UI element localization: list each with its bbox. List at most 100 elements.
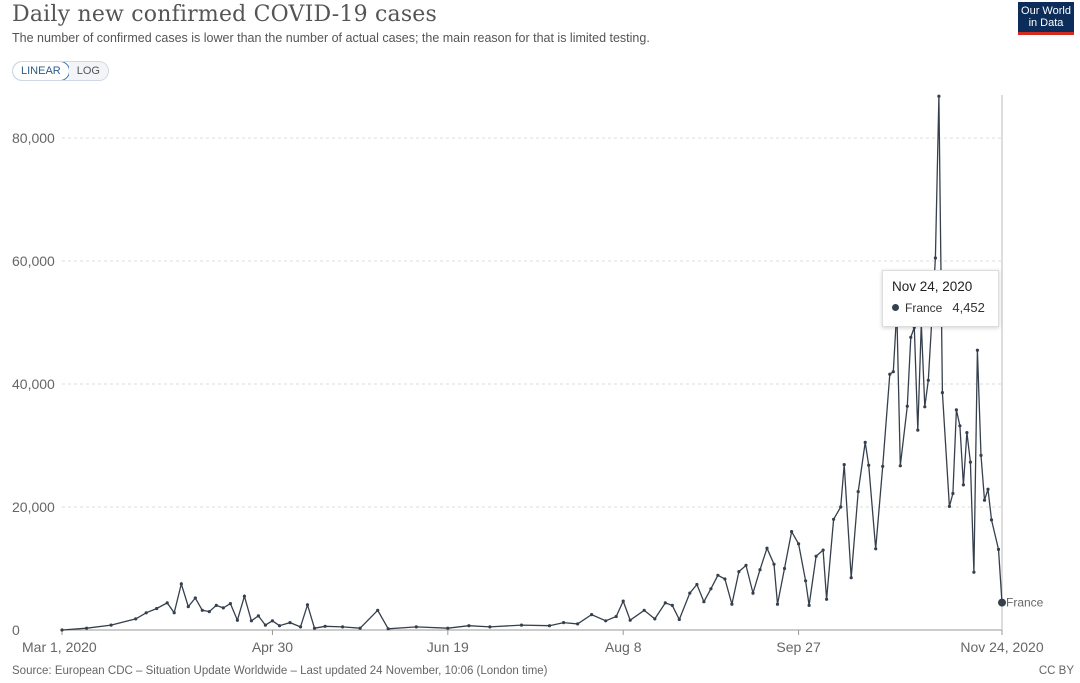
data-point[interactable] [386, 627, 390, 631]
data-point[interactable] [305, 603, 310, 607]
data-point[interactable] [604, 619, 608, 623]
data-point[interactable] [358, 626, 362, 630]
data-point[interactable] [797, 542, 801, 546]
data-point[interactable] [590, 613, 594, 617]
data-point[interactable] [968, 460, 973, 464]
data-point[interactable] [642, 608, 646, 612]
data-point[interactable] [923, 405, 927, 409]
data-point[interactable] [663, 601, 667, 605]
data-point[interactable] [242, 594, 246, 598]
data-point[interactable] [975, 348, 980, 352]
data-point[interactable] [782, 566, 787, 571]
data-point[interactable] [288, 621, 292, 625]
data-point[interactable] [909, 335, 913, 339]
data-point[interactable] [341, 625, 345, 629]
data-point[interactable] [898, 464, 902, 468]
data-point[interactable] [547, 624, 552, 628]
data-point[interactable] [186, 605, 190, 609]
data-point[interactable] [270, 619, 274, 623]
data-point[interactable] [874, 547, 878, 551]
data-point[interactable] [621, 599, 625, 603]
data-point[interactable] [702, 600, 706, 604]
data-point[interactable] [312, 626, 317, 630]
data-point[interactable] [737, 570, 741, 574]
data-point[interactable] [228, 602, 232, 606]
data-point[interactable] [937, 94, 941, 98]
data-point[interactable] [814, 554, 818, 558]
data-point[interactable] [263, 623, 267, 627]
data-point[interactable] [277, 624, 282, 628]
data-point[interactable] [954, 408, 959, 412]
license-link[interactable]: CC BY [1038, 665, 1074, 677]
data-point[interactable] [881, 464, 885, 468]
data-point[interactable] [446, 626, 450, 630]
data-point[interactable] [867, 463, 871, 467]
data-point[interactable] [249, 619, 253, 623]
data-point[interactable] [193, 596, 197, 600]
data-point[interactable] [989, 518, 994, 522]
data-point[interactable] [888, 372, 892, 376]
data-point[interactable] [155, 606, 159, 611]
data-point[interactable] [730, 602, 734, 606]
data-point[interactable] [821, 548, 825, 552]
data-point[interactable] [891, 370, 895, 374]
data-point[interactable] [134, 617, 138, 621]
data-point[interactable] [221, 606, 225, 610]
data-point[interactable] [832, 517, 836, 521]
data-point[interactable] [933, 256, 938, 260]
data-point[interactable] [951, 491, 955, 496]
data-point[interactable] [235, 618, 239, 622]
data-point[interactable] [677, 617, 681, 622]
data-point[interactable] [958, 424, 962, 428]
data-point[interactable] [716, 573, 720, 577]
data-point[interactable] [856, 490, 860, 494]
data-point[interactable] [947, 504, 952, 508]
data-point[interactable] [744, 563, 748, 568]
data-point[interactable] [807, 603, 811, 608]
series-line-france[interactable] [61, 96, 1003, 631]
data-point[interactable] [905, 404, 909, 408]
data-point[interactable] [60, 628, 64, 632]
data-point[interactable] [519, 623, 524, 627]
data-point[interactable] [758, 568, 762, 572]
data-point[interactable] [709, 587, 713, 591]
data-point[interactable] [972, 570, 976, 574]
data-point[interactable] [414, 625, 418, 629]
data-point[interactable] [723, 577, 727, 581]
data-point[interactable] [562, 621, 566, 625]
data-point[interactable] [839, 505, 843, 509]
log-scale-button[interactable]: LOG [68, 62, 108, 80]
data-point[interactable] [172, 611, 176, 615]
data-point[interactable] [298, 625, 303, 629]
data-point[interactable] [376, 608, 380, 612]
data-point[interactable] [695, 582, 699, 587]
data-point[interactable] [653, 617, 657, 621]
data-point[interactable] [765, 546, 769, 550]
data-point[interactable] [775, 602, 780, 606]
data-point[interactable] [979, 453, 983, 457]
data-point[interactable] [772, 562, 776, 566]
series-france[interactable]: France [60, 94, 1044, 632]
data-point[interactable] [323, 624, 327, 628]
data-point[interactable] [467, 624, 471, 628]
data-point[interactable] [842, 463, 846, 467]
data-point[interactable] [200, 608, 204, 612]
data-point[interactable] [751, 591, 755, 595]
data-point[interactable] [207, 610, 211, 614]
data-point[interactable] [986, 487, 990, 491]
hovered-point[interactable] [998, 598, 1006, 607]
data-point[interactable] [916, 428, 920, 432]
data-point[interactable] [849, 576, 853, 580]
data-point[interactable] [670, 603, 674, 608]
data-point[interactable] [982, 498, 987, 502]
data-point[interactable] [996, 547, 1001, 552]
data-point[interactable] [804, 579, 808, 583]
data-point[interactable] [488, 625, 492, 629]
data-point[interactable] [863, 440, 867, 444]
data-point[interactable] [961, 483, 966, 487]
data-point[interactable] [825, 597, 829, 601]
data-point[interactable] [109, 623, 113, 627]
data-point[interactable] [688, 591, 692, 595]
data-point[interactable] [926, 378, 930, 382]
data-point[interactable] [614, 614, 618, 619]
